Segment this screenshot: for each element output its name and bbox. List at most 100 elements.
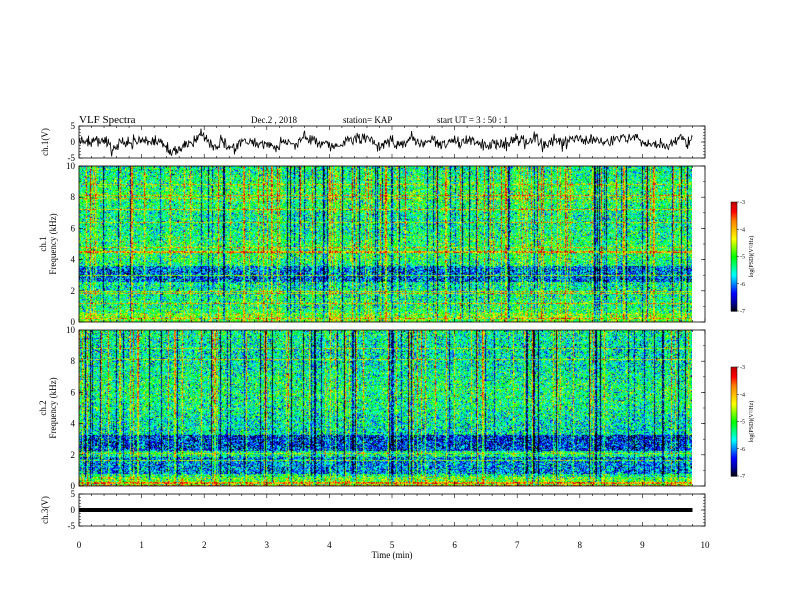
colorbar-swatch	[731, 394, 737, 397]
colorbar-swatch	[731, 437, 737, 440]
colorbar-tick-label: -7	[740, 309, 745, 315]
colorbar-swatch	[731, 407, 737, 410]
y-tick-label: 4	[71, 419, 76, 429]
colorbar-label: log(PSD)(V²/Hz)	[748, 236, 755, 277]
y-tick-label: 10	[66, 161, 76, 171]
colorbar-swatch	[731, 399, 737, 402]
colorbar-swatch	[731, 223, 737, 226]
ch2-spectrogram-panel: 0 2 4 6 8 10 ch.2 Frequency (kHz)	[38, 325, 706, 491]
colorbar-swatch	[731, 384, 737, 387]
colorbar-swatch	[731, 264, 737, 267]
y-tick-label: 2	[71, 450, 76, 460]
colorbar-swatch	[731, 454, 737, 457]
colorbar-swatch	[731, 297, 737, 300]
colorbar-swatch	[731, 456, 737, 459]
colorbar-swatch	[731, 282, 737, 285]
colorbar-swatch	[731, 275, 737, 278]
colorbar-swatch	[731, 418, 737, 421]
colorbar-swatch	[731, 229, 737, 232]
colorbar-swatch	[731, 446, 737, 448]
colorbar-swatch	[731, 455, 737, 458]
colorbar-swatch	[731, 428, 737, 431]
colorbar-swatch	[731, 435, 737, 438]
colorbar-swatch	[731, 251, 737, 254]
ch1-waveform-panel: 5 0 -5 ch.1(V)	[40, 121, 706, 163]
colorbar-swatch	[731, 424, 737, 427]
y-axis-label: Frequency (kHz)	[48, 377, 58, 438]
colorbar-swatch	[731, 387, 737, 390]
colorbar-swatch	[731, 398, 737, 401]
colorbar-swatch	[731, 219, 737, 222]
colorbar-swatch	[731, 246, 737, 249]
colorbar-swatch	[731, 376, 737, 379]
x-tick-label: 4	[327, 540, 332, 550]
header-start-time: start UT = 3 : 50 : 1	[437, 115, 508, 125]
colorbar-swatch	[731, 448, 737, 451]
colorbar-swatch	[731, 425, 737, 428]
x-tick-label: 6	[452, 540, 457, 550]
colorbar-swatch	[731, 285, 737, 288]
y-tick-label: 0	[71, 505, 76, 515]
colorbar-swatch	[731, 244, 737, 247]
colorbar-swatch	[731, 473, 737, 476]
y-axis-label: Frequency (kHz)	[48, 213, 58, 274]
colorbar-swatch	[731, 298, 737, 301]
colorbar-swatch	[731, 426, 737, 429]
colorbar-swatch	[731, 469, 737, 472]
colorbar-swatch	[731, 388, 737, 391]
colorbar-swatch	[731, 458, 737, 461]
colorbar-swatch	[731, 402, 737, 405]
y-tick-label: 8	[71, 192, 76, 202]
colorbar-swatch	[731, 459, 737, 462]
colorbar-swatch	[731, 274, 737, 277]
colorbar-swatch	[731, 410, 737, 413]
colorbar-swatch	[731, 383, 737, 386]
header-date: Dec.2 , 2018	[251, 115, 297, 125]
colorbar-swatch	[731, 447, 737, 450]
colorbar-swatch	[731, 377, 737, 380]
colorbar-swatch	[731, 207, 737, 210]
ch1-trace	[78, 128, 693, 157]
x-tick-label: 9	[640, 540, 645, 550]
colorbar-swatch	[731, 439, 737, 442]
colorbar-swatch	[731, 272, 737, 275]
colorbar-swatch	[731, 255, 737, 258]
y-axis-label: ch.3(V)	[40, 496, 50, 524]
ch1-spectrogram-panel: 0 2 4 6 8 10 ch.1 Frequency (kHz)	[38, 161, 706, 327]
colorbar-swatch	[731, 444, 737, 447]
colorbar-swatch	[731, 306, 737, 309]
colorbar-swatch	[731, 371, 737, 374]
colorbar-swatch	[731, 463, 737, 466]
time-axis: 0 1 2 3 4 5 6 7 8 9 10 Time (min)	[77, 540, 710, 560]
colorbar-swatch	[731, 214, 737, 217]
colorbar-swatch	[731, 396, 737, 399]
colorbar-swatch	[731, 291, 737, 294]
x-axis-label: Time (min)	[372, 550, 413, 560]
colorbar-swatch	[731, 308, 737, 311]
colorbar-swatch	[731, 245, 737, 248]
colorbar-swatch	[731, 221, 737, 224]
colorbar-swatch	[731, 267, 737, 270]
colorbar-swatch	[731, 296, 737, 298]
colorbar-swatch	[731, 381, 737, 384]
colorbar-swatch	[731, 466, 737, 469]
colorbar-swatch	[731, 216, 737, 219]
colorbar-swatch	[731, 210, 737, 213]
colorbar-swatch	[731, 230, 737, 233]
colorbar-swatch	[731, 391, 737, 394]
colorbar-swatch	[731, 305, 737, 308]
colorbar-tick-label: -4	[740, 227, 745, 233]
colorbar-swatch	[731, 401, 737, 404]
colorbar-swatch	[731, 233, 737, 236]
y-tick-label: 4	[71, 255, 76, 265]
colorbar-swatch	[731, 309, 737, 312]
colorbar-swatch	[731, 380, 737, 383]
colorbar-swatch	[731, 422, 737, 425]
y-tick-label: 6	[71, 223, 76, 233]
colorbar-swatch	[731, 416, 737, 419]
colorbar-swatch	[731, 450, 737, 453]
x-tick-label: 7	[515, 540, 520, 550]
y-tick-label: 0	[71, 317, 76, 327]
colorbar-swatch	[731, 208, 737, 211]
